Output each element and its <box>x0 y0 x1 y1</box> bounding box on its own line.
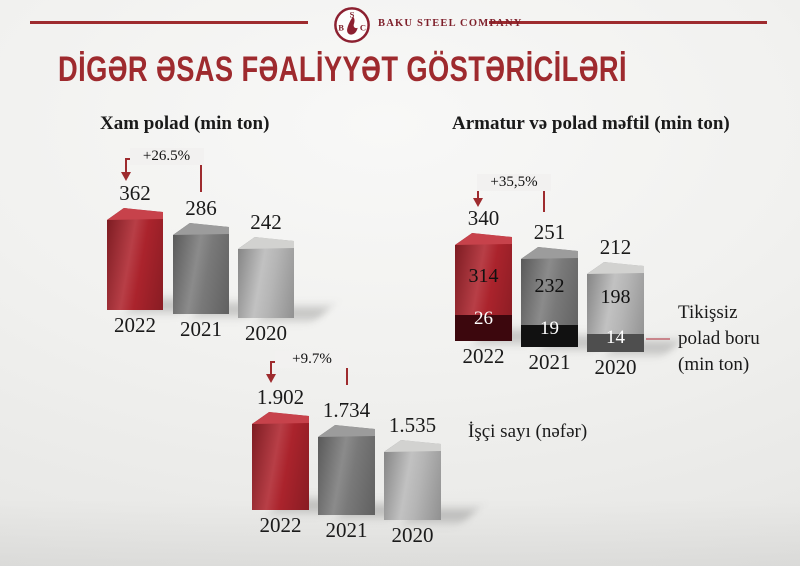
bar-value-label: 1.734 <box>322 398 371 422</box>
svg-text:S: S <box>350 9 355 19</box>
svg-text:B: B <box>338 23 344 33</box>
annotation-bracket-right-vline <box>200 158 202 192</box>
stacked-segment <box>521 325 578 347</box>
stacked-segment <box>455 315 512 341</box>
bar-2022-chart1 <box>107 208 163 310</box>
bar-2022-chart2: 314 26 <box>455 233 512 341</box>
bar-top-face <box>384 440 441 452</box>
bar-value-label: 242 <box>250 210 282 234</box>
annotation-bracket-left-vline <box>477 184 479 198</box>
bar-year-label: 2020 <box>594 355 637 379</box>
chart3-side-label: İşçi sayı (nəfər) <box>468 421 588 442</box>
bar-year-label: 2021 <box>528 350 571 374</box>
bar-2021-chart2: 232 19 <box>521 247 578 347</box>
annotation-bracket-left-vline <box>125 158 127 172</box>
bar-value-label: 212 <box>599 235 632 259</box>
chart2-title: Armatur və polad məftil (min ton) <box>452 113 730 134</box>
annotation-growth-label: +9.7% <box>275 351 349 368</box>
bar-body-value: 314 <box>468 265 499 287</box>
bar-top-face <box>521 247 578 259</box>
bar-segment-value: 26 <box>474 308 493 329</box>
company-name: BAKU STEEL COMPANY <box>378 18 523 29</box>
bar-segment-value: 14 <box>606 327 625 348</box>
bar-value-label: 340 <box>467 206 500 230</box>
bar-top-face <box>318 425 375 437</box>
annotation-growth-label: +26.5% <box>129 148 204 165</box>
bar-2020-chart2: 198 14 <box>587 262 644 352</box>
bar-top-face <box>173 223 229 235</box>
bar-year-label: 2020 <box>391 523 434 547</box>
bar-value-label: 1.902 <box>256 385 305 409</box>
bar-top-face <box>238 237 294 249</box>
bar-top-face <box>252 412 309 424</box>
annotation-bracket-right-vline <box>543 184 545 212</box>
bar-2020-chart1 <box>238 237 294 318</box>
bar-value-label: 362 <box>119 181 151 205</box>
company-logo: S B C <box>333 6 371 44</box>
bar-value-label: 286 <box>185 196 217 220</box>
bar-year-label: 2022 <box>462 344 505 368</box>
chart2-side-label: Tikişsiz polad boru (min ton) <box>678 302 760 376</box>
bar-year-label: 2022 <box>114 313 156 337</box>
bsc-monogram-icon: S B C <box>334 7 370 43</box>
page-title: DİGƏR ƏSAS FƏALİYYƏT GÖSTƏRİCİLƏRİ <box>58 50 628 89</box>
annotation-bracket-left-vline <box>270 361 272 374</box>
header-rule-right <box>489 21 767 24</box>
annotation-growth-label: +35,5% <box>477 174 551 191</box>
side-label-connector-line <box>646 338 670 340</box>
bar-segment-value: 19 <box>540 318 559 339</box>
chart1-title: Xam polad (min ton) <box>100 113 270 134</box>
bar-year-label: 2020 <box>245 321 287 345</box>
stacked-segment <box>587 334 644 352</box>
bar-year-label: 2022 <box>259 513 302 537</box>
bar-2020-chart3 <box>384 440 441 520</box>
bar-top-face <box>107 208 163 220</box>
annotation-arrow-down-icon <box>473 198 483 207</box>
bar-2021-chart3 <box>318 425 375 515</box>
svg-text:C: C <box>360 23 366 33</box>
bar-2021-chart1 <box>173 223 229 314</box>
bar-2022-chart3 <box>252 412 309 510</box>
annotation-arrow-down-icon <box>266 374 276 383</box>
bar-year-label: 2021 <box>180 317 222 341</box>
bar-body-value: 232 <box>534 275 565 297</box>
bar-top-face <box>587 262 644 274</box>
bar-year-label: 2021 <box>325 518 368 542</box>
bar-value-label: 1.535 <box>388 413 437 437</box>
annotation-bracket-right-vline <box>346 361 348 385</box>
bar-value-label: 251 <box>533 220 566 244</box>
bar-body-value: 198 <box>600 286 631 308</box>
bar-top-face <box>455 233 512 245</box>
header-rule-left <box>30 21 308 24</box>
annotation-arrow-down-icon <box>121 172 131 181</box>
